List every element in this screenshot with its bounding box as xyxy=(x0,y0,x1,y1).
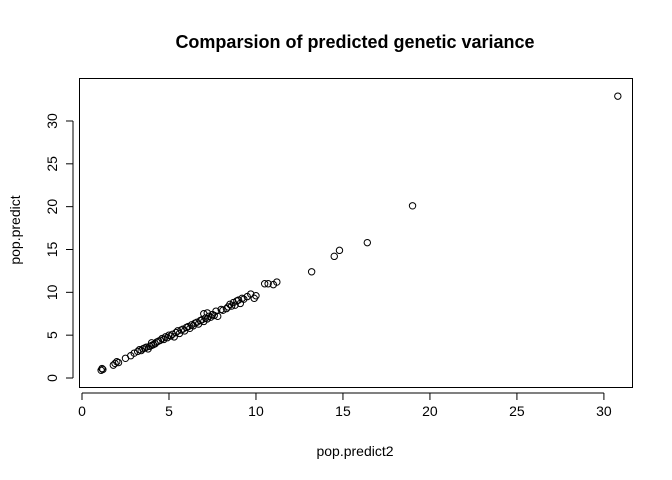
x-axis-label: pop.predict2 xyxy=(316,443,393,459)
data-point xyxy=(335,246,344,255)
data-point xyxy=(167,332,175,340)
data-point xyxy=(156,336,164,345)
x-tick-label: 5 xyxy=(165,403,173,419)
data-point xyxy=(273,278,281,286)
y-tick-label: 10 xyxy=(44,284,60,300)
data-point xyxy=(614,92,622,100)
data-point xyxy=(98,364,106,373)
plot-frame xyxy=(79,78,633,388)
data-point xyxy=(231,301,239,309)
data-point xyxy=(264,280,272,288)
data-point xyxy=(363,238,372,247)
x-tick-label: 15 xyxy=(335,403,351,419)
x-tick-label: 20 xyxy=(422,403,438,419)
y-tick-label: 15 xyxy=(44,241,60,257)
y-axis-label: pop.predict xyxy=(7,195,23,264)
data-point xyxy=(330,252,338,261)
x-axis: 0 5 10 15 20 25 30 xyxy=(78,392,612,419)
data-point xyxy=(200,310,208,318)
data-point xyxy=(226,300,234,309)
x-tick-label: 10 xyxy=(248,403,264,419)
data-point xyxy=(147,339,156,347)
data-point xyxy=(408,202,417,210)
data-point xyxy=(307,268,316,276)
data-point xyxy=(114,358,123,367)
chart-title: Comparsion of predicted genetic variance xyxy=(175,32,534,52)
data-point xyxy=(213,312,222,321)
y-tick-label: 30 xyxy=(44,113,60,129)
data-point xyxy=(227,302,236,310)
data-point xyxy=(203,309,211,317)
x-tick-label: 25 xyxy=(509,403,525,419)
y-tick-label: 20 xyxy=(44,199,60,215)
data-point xyxy=(212,307,220,315)
data-point xyxy=(142,343,151,351)
data-point xyxy=(99,365,107,374)
data-point xyxy=(210,311,218,320)
data-point xyxy=(111,359,119,368)
data-point xyxy=(219,306,227,315)
y-tick-label: 5 xyxy=(44,331,60,339)
data-point xyxy=(130,349,138,357)
x-tick-label: 30 xyxy=(596,403,612,419)
data-point xyxy=(260,280,269,288)
y-axis: 0 5 10 15 20 25 30 xyxy=(44,113,74,382)
data-point xyxy=(234,296,243,304)
data-point xyxy=(184,322,192,331)
data-point xyxy=(252,292,260,300)
data-points xyxy=(97,92,622,374)
x-tick-label: 0 xyxy=(78,403,86,419)
y-tick-label: 25 xyxy=(44,156,60,172)
data-point xyxy=(170,333,178,341)
y-tick-label: 0 xyxy=(44,374,60,382)
